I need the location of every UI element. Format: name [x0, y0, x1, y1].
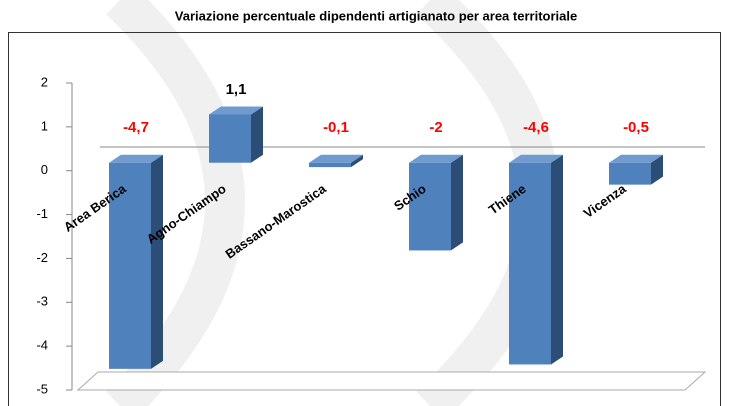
bar-front	[609, 162, 651, 185]
data-label: -0,5	[623, 119, 649, 136]
bar-side	[651, 154, 663, 185]
y-tick-label: 1	[41, 118, 48, 133]
y-tick-label: 2	[41, 74, 48, 89]
bar-front	[209, 114, 251, 163]
bar-front	[309, 162, 351, 168]
bar-top	[109, 154, 163, 163]
watermark	[105, 0, 245, 406]
bar-top	[209, 106, 263, 115]
bar-top	[509, 154, 563, 163]
bar-front	[109, 162, 151, 369]
bar-side	[551, 154, 563, 365]
bar-front	[509, 162, 551, 365]
data-label: 1,1	[226, 81, 247, 98]
bar-front	[409, 162, 451, 251]
y-tick-label: -2	[36, 250, 48, 265]
data-label: -0,1	[323, 119, 349, 136]
bar-top	[309, 154, 363, 163]
y-tick-label: -1	[36, 206, 48, 221]
bar-top	[609, 154, 663, 163]
data-label: -4,7	[123, 119, 149, 136]
chart-title: Variazione percentuale dipendenti artigi…	[175, 8, 577, 23]
floor	[76, 371, 707, 391]
y-tick-label: -3	[36, 294, 48, 309]
y-tick-label: -5	[36, 381, 48, 396]
chart-frame	[8, 32, 721, 406]
y-tick-label: -4	[36, 338, 48, 353]
data-label: -2	[429, 119, 442, 136]
bar-side	[451, 154, 463, 251]
bar-side	[151, 154, 163, 369]
bar-side	[351, 154, 363, 168]
bar-side	[251, 106, 263, 163]
y-tick-label: 0	[41, 162, 48, 177]
bar-top	[409, 154, 463, 163]
data-label: -4,6	[523, 119, 549, 136]
x-tick-label: Vicenza	[581, 181, 630, 221]
